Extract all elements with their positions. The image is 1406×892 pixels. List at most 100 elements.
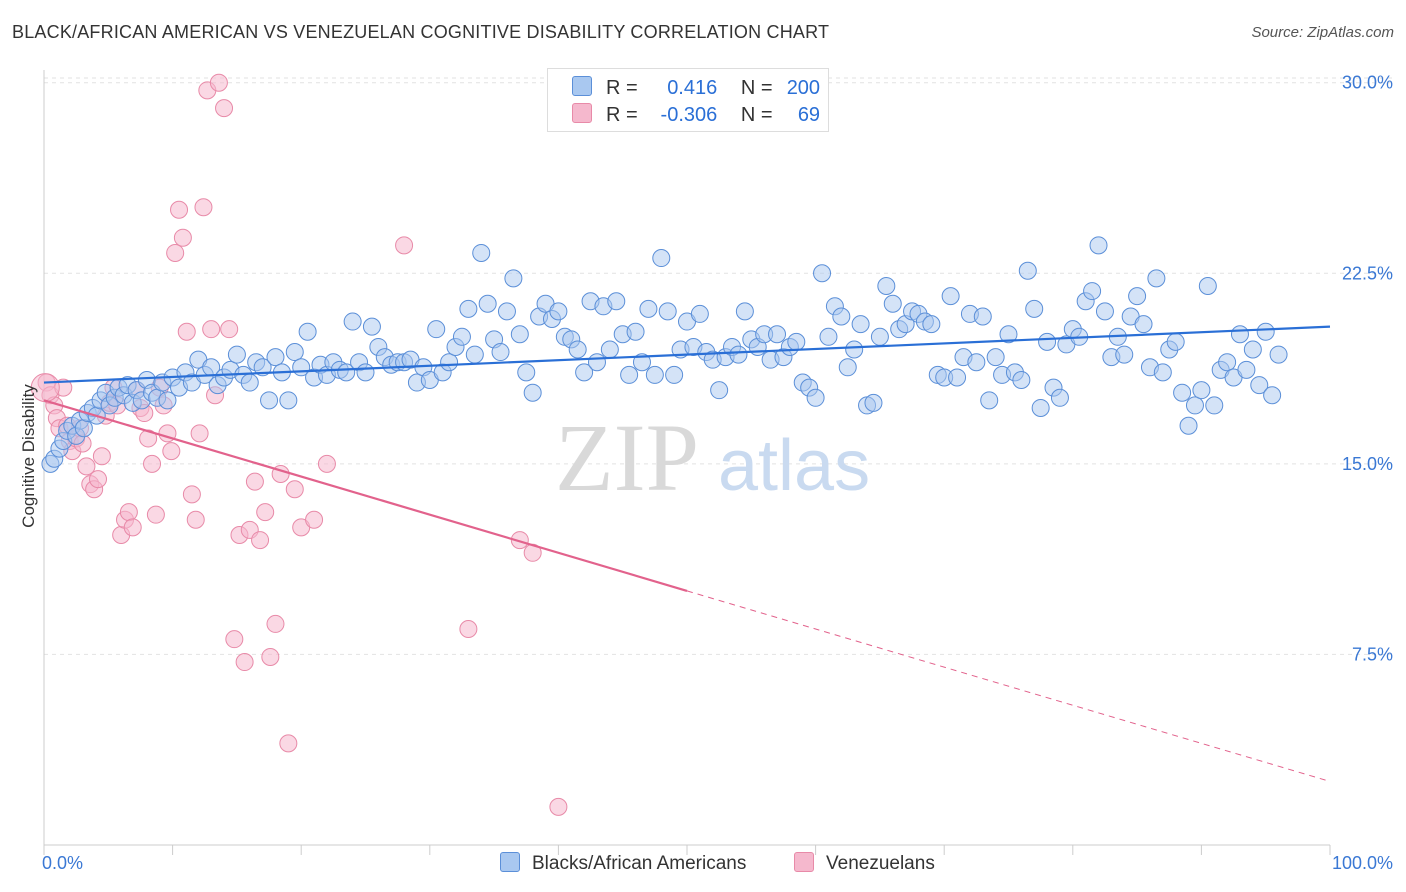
venezuelans-point	[92, 447, 111, 466]
watermark-atlas: atlas	[718, 426, 870, 506]
blacks-point	[1269, 345, 1288, 364]
legend-blue-n: 200	[786, 77, 821, 99]
blacks-point	[941, 287, 960, 306]
venezuelans-point	[235, 653, 254, 672]
blacks-point	[504, 269, 523, 288]
venezuelans-points	[30, 73, 568, 816]
blacks-point	[1153, 363, 1172, 382]
blacks-point	[845, 340, 864, 359]
blacks-point	[639, 299, 658, 318]
y-tick-label: 7.5%	[1352, 644, 1393, 664]
blacks-point	[1115, 345, 1134, 364]
blue-legend-swatch	[500, 852, 520, 872]
venezuelans-point	[143, 454, 162, 473]
blacks-point	[1205, 396, 1224, 415]
venezuelans-point	[225, 630, 244, 649]
blacks-point	[1166, 332, 1185, 351]
legend-r-label: R =	[606, 77, 638, 99]
blacks-point	[1192, 381, 1211, 400]
blacks-point	[1250, 376, 1269, 395]
venezuelans-point	[194, 198, 213, 217]
blacks-points	[41, 236, 1288, 473]
axes	[43, 70, 1331, 855]
venezuelans-point	[245, 472, 264, 491]
venezuelans-point	[119, 503, 138, 522]
venezuelans-point	[202, 320, 221, 339]
y-tick-label: 22.5%	[1342, 263, 1393, 283]
blacks-point	[491, 343, 510, 362]
venezuelans-point	[209, 73, 228, 92]
blacks-point	[1243, 340, 1262, 359]
legend-n-label: N =	[740, 104, 773, 126]
venezuelans-point	[549, 797, 568, 816]
blacks-point	[1237, 360, 1256, 379]
venezuelans-point	[123, 518, 142, 537]
blacks-point	[1185, 396, 1204, 415]
venezuelans-point	[220, 320, 239, 339]
watermark-zip: ZIP	[555, 404, 699, 511]
blacks-point	[1031, 398, 1050, 417]
blacks-point	[948, 368, 967, 387]
blacks-point	[1018, 261, 1037, 280]
blacks-point	[626, 322, 645, 341]
y-tick-label: 30.0%	[1342, 73, 1393, 93]
venezuelans-point	[215, 99, 234, 118]
blacks-point	[1230, 325, 1249, 344]
y-axis-label: Cognitive Disability	[19, 384, 38, 528]
legend-pink-n: 69	[797, 104, 821, 126]
venezuelans-point	[177, 322, 196, 341]
blacks-point	[967, 353, 986, 372]
blacks-point	[1173, 383, 1192, 402]
y-tick-label: 15.0%	[1342, 454, 1393, 474]
blacks-point	[883, 294, 902, 313]
tick-labels: 7.5% 15.0% 22.5% 30.0% 0.0% 100.0%	[42, 73, 1393, 873]
venezuelans-point	[395, 236, 414, 255]
blacks-point	[356, 363, 375, 382]
blacks-point	[658, 302, 677, 321]
blacks-point	[600, 340, 619, 359]
blacks-point	[465, 345, 484, 364]
blacks-point	[729, 345, 748, 364]
blacks-point	[427, 320, 446, 339]
blacks-point	[510, 325, 529, 344]
venezuelans-point	[170, 200, 189, 219]
blacks-point	[768, 325, 787, 344]
legend-blue-r: 0.416	[667, 77, 718, 99]
blacks-point	[549, 302, 568, 321]
blacks-point	[986, 348, 1005, 367]
pink-legend-label: Venezuelans	[826, 853, 935, 874]
blacks-point	[819, 327, 838, 346]
blacks-point	[607, 292, 626, 311]
blacks-point	[710, 381, 729, 400]
blacks-point	[735, 302, 754, 321]
blacks-point	[1134, 315, 1153, 334]
blacks-point	[517, 363, 536, 382]
venezuelans-point	[305, 510, 324, 529]
blacks-point	[838, 358, 857, 377]
venezuelans-point	[162, 442, 181, 461]
blacks-point	[787, 332, 806, 351]
venezuelans-point	[266, 614, 285, 633]
blacks-point	[973, 307, 992, 326]
blacks-point	[1128, 287, 1147, 306]
venezuelans-point	[146, 505, 165, 524]
pink-legend-swatch	[794, 852, 814, 872]
venezuelans-point	[77, 457, 96, 476]
pink-swatch	[572, 103, 592, 123]
blue-swatch	[572, 76, 592, 96]
legend-pink-r: -0.306	[660, 104, 718, 126]
venezuelans-point	[186, 510, 205, 529]
blacks-point	[260, 391, 279, 410]
blacks-point	[158, 391, 177, 410]
blacks-point	[478, 294, 497, 313]
watermark: ZIP atlas	[555, 404, 870, 511]
blacks-point	[1263, 386, 1282, 405]
venezuelans-point	[173, 228, 192, 247]
blacks-point	[864, 393, 883, 412]
blacks-point	[632, 353, 651, 372]
blacks-point	[575, 363, 594, 382]
x-tick-label: 100.0%	[1332, 853, 1393, 873]
blacks-point	[870, 327, 889, 346]
blacks-point	[806, 388, 825, 407]
